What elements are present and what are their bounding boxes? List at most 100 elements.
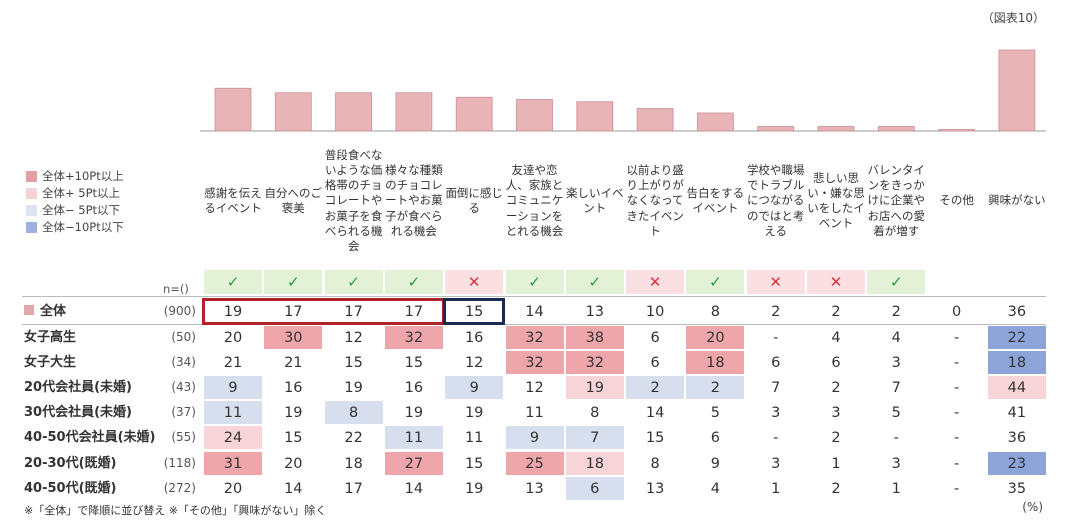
table-cell: 14 <box>404 480 424 497</box>
table-cell: 3 <box>891 354 901 371</box>
check-mark-icon: ✓ <box>686 270 745 294</box>
row-label-text: 30代会社員(未婚) <box>24 405 132 420</box>
sample-size-label: n=() <box>163 282 189 296</box>
highlight-box-red <box>202 298 445 325</box>
table-cell: 1 <box>771 480 781 497</box>
row-sample-size: (118) <box>163 456 196 470</box>
table-cell: - <box>953 379 960 396</box>
table-cell: 18 <box>565 452 624 475</box>
row-label-text: 女子大生 <box>24 355 77 370</box>
bar-11 <box>817 126 855 132</box>
table-cell: 23 <box>987 452 1046 475</box>
table-row: 40-50代(既婚) (272) 20 14 17 14 19 13 6 13 4 1 2 1 - 35 <box>0 476 1067 501</box>
table-cell: 14 <box>645 404 665 421</box>
table-cell: 9 <box>505 426 564 449</box>
table-cell: 4 <box>891 329 901 346</box>
column-header-10: 学校や職場でトラブルにつながるのではと考える <box>746 162 805 238</box>
column-header-7: 楽しいイベント <box>566 185 624 215</box>
table-cell: 18 <box>344 455 363 472</box>
table-cell: 14 <box>284 480 303 497</box>
row-label-text: 40-50代会社員(未婚) <box>24 430 156 445</box>
table-cell: 6 <box>565 477 624 500</box>
table-cell: 4 <box>831 329 841 346</box>
column-header-5: 面倒に感じる <box>445 185 503 215</box>
row-sample-size: (272) <box>163 481 196 495</box>
row-label-text: 40-50代(既婚) <box>24 481 117 496</box>
column-header-6: 友達や恋人、家族とコミュニケーションをとれる機会 <box>505 162 564 238</box>
column-header-8: 以前より盛り上がりがなくなってきたイベント <box>626 162 684 238</box>
cross-mark-icon: ✕ <box>807 270 865 294</box>
table-row: 20代会社員(未婚) (43) 9 16 19 16 9 12 19 2 2 7 2 7-44 <box>0 375 1067 400</box>
table-row: 20-30代(既婚) (118) 31 20 18 27 15 25 18 8 9 3 1 3-23 <box>0 451 1067 476</box>
table-cell: 30 <box>264 326 323 349</box>
highlight-box-navy <box>443 298 506 325</box>
table-cell: - <box>953 354 960 371</box>
table-cell: 15 <box>464 455 484 472</box>
column-header-1: 感謝を伝えるイベント <box>204 185 262 215</box>
table-cell: 2 <box>626 376 685 399</box>
row-label-text: 女子高生 <box>24 330 77 345</box>
bar-6 <box>516 99 553 132</box>
legend-item-high10: 全体+10Pt以上 <box>26 168 124 185</box>
table-cell: 15 <box>344 354 363 371</box>
table-cell: 41 <box>1007 404 1027 421</box>
table-cell: - <box>953 429 960 446</box>
table-cell: 21 <box>223 354 243 371</box>
table-cell: 7 <box>771 379 781 396</box>
table-row: 30代会社員(未婚) (37) 11 19 8 19 19 11 8 14 5 3 3 5 - 41 <box>0 400 1067 425</box>
table-cell: 9 <box>710 455 720 472</box>
column-header-13: その他 <box>939 193 974 208</box>
check-mark-icon: ✓ <box>324 270 383 294</box>
legend-label: 全体−10Pt以下 <box>42 220 124 234</box>
table-row-total: 全体 (900) 19 17 17 17 15 14 13 10 8 2 2 2 0 36 <box>0 299 1067 324</box>
row-sample-size: (37) <box>171 405 196 419</box>
table-cell: 16 <box>404 379 424 396</box>
table-cell: 32 <box>505 326 564 349</box>
table-cell: 12 <box>464 354 484 371</box>
table-separator <box>22 324 1046 325</box>
legend-label: 全体+ 5Pt以上 <box>42 186 121 200</box>
table-cell: 27 <box>384 452 443 475</box>
table-cell: - <box>773 429 779 446</box>
row-label-text: 20-30代(既婚) <box>24 456 117 471</box>
row-label: 20代会社員(未婚) <box>24 375 132 400</box>
table-cell: 11 <box>384 426 443 449</box>
table-cell: 19 <box>344 379 363 396</box>
row-sample-size: (50) <box>171 330 196 344</box>
row-label: 30代会社員(未婚) <box>24 400 132 425</box>
column-header-11: 悲しい思い・嫌な思いをしたイベント <box>807 170 865 231</box>
column-header-3: 普段食べないような価格帯のチョコレートやお菓子を食べられる機会 <box>324 147 383 253</box>
row-sample-size: (34) <box>171 355 196 369</box>
table-cell: - <box>953 404 960 421</box>
table-cell: 7 <box>891 379 901 396</box>
table-cell: 19 <box>464 480 484 497</box>
legend-swatch <box>26 205 37 216</box>
table-cell: 15 <box>404 354 424 371</box>
table-cell: 12 <box>344 329 363 346</box>
column-header-4: 様々な種類のチョコレートやお菓子が食べられる機会 <box>385 162 443 238</box>
table-cell: 17 <box>344 303 363 320</box>
table-separator <box>22 296 1046 297</box>
footnote: ※「全体」で降順に並び替え ※「その他」「興味がない」除く <box>24 504 327 517</box>
legend-swatch <box>26 188 37 199</box>
row-label: 40-50代会社員(未婚) <box>24 425 155 450</box>
overall-bar-chart <box>200 49 1046 132</box>
table-cell: 19 <box>223 303 243 320</box>
table-cell: 19 <box>565 376 624 399</box>
bar-12 <box>877 126 915 132</box>
column-header-9: 告白をするイベント <box>686 185 745 215</box>
row-label: 20-30代(既婚) <box>24 451 116 476</box>
table-cell: 20 <box>284 455 303 472</box>
table-cell: 17 <box>404 303 424 320</box>
table-cell: 14 <box>525 303 544 320</box>
table-cell: 3 <box>831 404 841 421</box>
table-cell: 32 <box>505 351 564 374</box>
table-cell: 6 <box>650 354 660 371</box>
row-sample-size: (55) <box>171 430 196 444</box>
table-cell: 15 <box>645 429 665 446</box>
table-cell: 15 <box>284 429 303 446</box>
column-header-12: バレンタインをきっかけに企業やお店への愛着が増す <box>867 162 926 238</box>
table-cell: 11 <box>525 404 544 421</box>
check-mark-icon: ✓ <box>384 270 443 294</box>
row-label: 女子大生 <box>24 350 76 375</box>
